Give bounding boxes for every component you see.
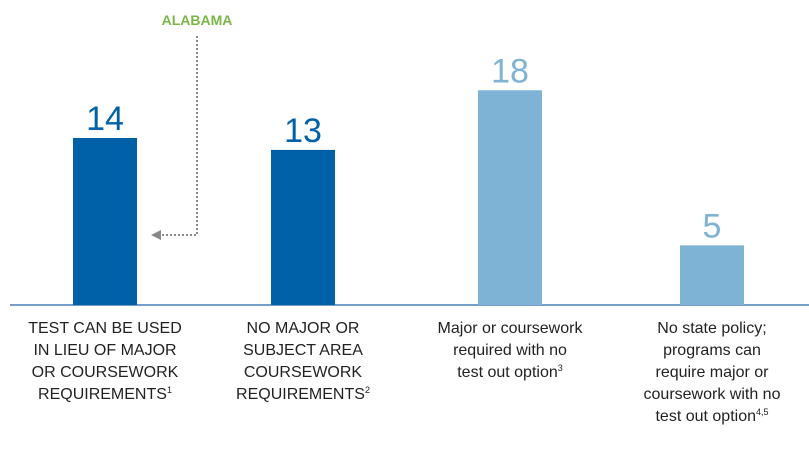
bar — [680, 245, 744, 305]
x-tick-label: NO MAJOR OR SUBJECT AREA COURSEWORK REQUIRE… — [203, 318, 403, 406]
label-line: require major or — [655, 364, 769, 381]
label-line: programs can — [663, 342, 761, 359]
label-line: OR COURSEWORK — [31, 364, 179, 381]
x-tick-label: TEST CAN BE USED IN LIEU OF MAJOR OR COURS… — [5, 318, 205, 406]
label-line: required with no — [453, 342, 567, 359]
footnote-ref: 4,5 — [756, 407, 769, 417]
value-label: 18 — [491, 52, 529, 90]
x-tick-label: Major or coursework required with no test … — [410, 318, 610, 384]
value-label: 5 — [703, 207, 722, 245]
label-line: NO MAJOR OR — [246, 320, 360, 337]
label-line: REQUIREMENTS1 — [38, 385, 172, 404]
label-line: test out option4,5 — [655, 407, 769, 426]
label-line: COURSEWORK — [243, 364, 363, 381]
arrowhead — [151, 230, 161, 240]
label-line: REQUIREMENTS2 — [236, 385, 370, 404]
footnote-ref: 2 — [364, 385, 370, 395]
bar — [478, 90, 542, 305]
value-label: 14 — [86, 100, 124, 138]
label-line: SUBJECT AREA — [243, 342, 363, 359]
annotation-arrow — [159, 36, 198, 236]
label-line: No state policy; — [657, 320, 767, 337]
annotation: ALABAMA — [162, 12, 233, 28]
label-line: Major or coursework — [437, 320, 583, 337]
bar — [271, 149, 335, 305]
value-label: 13 — [284, 112, 322, 150]
x-tick-label: No state policy; programs can require majo… — [612, 318, 809, 428]
label-line: coursework with no — [643, 386, 781, 403]
label-line: TEST CAN BE USED — [28, 320, 182, 337]
bar — [73, 137, 137, 305]
footnote-ref: 1 — [166, 385, 172, 395]
label-line: IN LIEU OF MAJOR — [33, 342, 177, 359]
footnote-ref: 3 — [557, 363, 563, 373]
label-line: test out option3 — [457, 363, 563, 382]
